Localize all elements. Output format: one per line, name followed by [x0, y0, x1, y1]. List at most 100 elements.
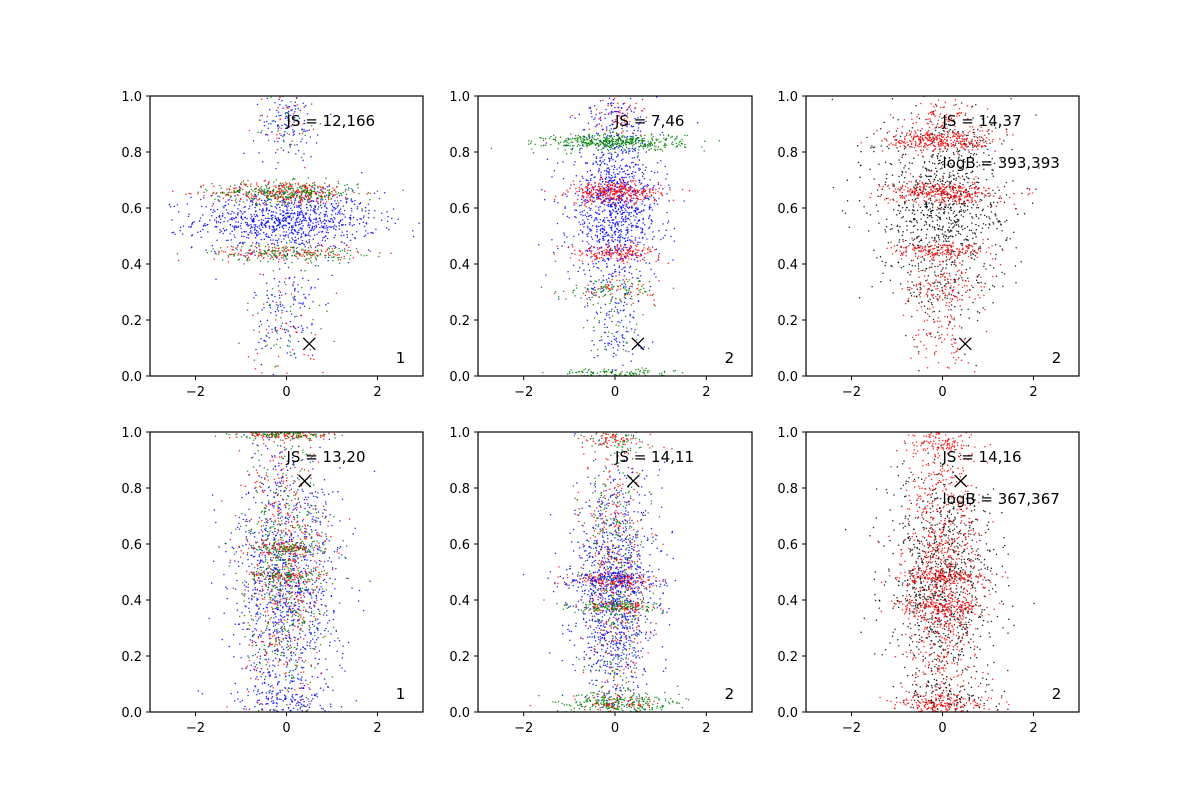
point	[268, 227, 271, 229]
point	[271, 250, 274, 253]
point	[616, 309, 619, 311]
point	[623, 176, 625, 179]
point	[292, 224, 294, 227]
point	[624, 203, 626, 205]
point	[638, 145, 641, 148]
point	[243, 230, 246, 233]
point	[631, 285, 633, 288]
point	[294, 230, 296, 232]
point	[622, 179, 625, 182]
point	[169, 206, 172, 208]
point	[317, 202, 319, 205]
point	[629, 314, 632, 317]
point	[338, 228, 340, 230]
point	[281, 184, 283, 187]
point	[611, 308, 613, 311]
point	[308, 230, 311, 232]
point	[593, 143, 595, 145]
point	[968, 151, 970, 153]
point	[267, 187, 270, 190]
y-tick-label: 0.4	[449, 258, 470, 273]
point	[605, 169, 608, 172]
point	[637, 283, 640, 286]
point	[326, 229, 328, 231]
point	[387, 215, 389, 218]
point	[290, 217, 293, 220]
point	[202, 184, 205, 186]
point	[298, 121, 300, 123]
point	[618, 137, 620, 140]
point	[329, 220, 332, 223]
point	[248, 252, 250, 254]
point	[268, 246, 270, 248]
point	[171, 232, 173, 234]
point	[640, 187, 642, 190]
point	[612, 355, 614, 358]
point	[634, 107, 636, 109]
point	[653, 142, 656, 144]
point	[246, 221, 248, 224]
point	[333, 340, 335, 343]
point	[608, 160, 611, 163]
point	[253, 329, 255, 331]
point	[222, 197, 225, 199]
point	[572, 264, 575, 267]
point	[364, 206, 367, 209]
point	[267, 123, 270, 125]
point	[338, 225, 341, 227]
point	[303, 122, 306, 125]
point	[624, 136, 626, 138]
point	[252, 251, 254, 253]
point	[280, 325, 282, 327]
point	[649, 248, 651, 251]
point	[603, 221, 606, 224]
point	[268, 225, 270, 228]
point	[637, 191, 640, 194]
point	[286, 189, 288, 192]
point	[310, 261, 313, 264]
point	[286, 372, 288, 374]
point	[618, 142, 621, 145]
point	[301, 239, 304, 242]
point	[260, 255, 263, 257]
point	[278, 114, 280, 117]
point	[231, 191, 233, 193]
point	[300, 196, 302, 199]
point	[664, 234, 666, 237]
point	[624, 374, 626, 376]
point	[229, 233, 231, 235]
point	[615, 275, 617, 277]
scatter-points	[831, 96, 1045, 376]
point	[620, 255, 623, 257]
point	[966, 172, 968, 175]
point	[584, 214, 586, 216]
point	[598, 319, 600, 322]
point	[331, 190, 333, 193]
point	[311, 253, 314, 256]
point	[618, 345, 620, 347]
point	[279, 219, 281, 221]
point	[620, 229, 622, 231]
point	[601, 154, 604, 157]
point	[263, 214, 265, 217]
point	[287, 112, 290, 114]
point	[275, 115, 278, 117]
point	[312, 200, 315, 202]
point	[599, 224, 602, 227]
point	[581, 210, 584, 213]
point	[585, 190, 587, 193]
point	[537, 243, 540, 246]
point	[642, 314, 644, 316]
point	[282, 227, 285, 230]
point	[655, 188, 657, 191]
point	[250, 199, 252, 202]
point	[291, 194, 293, 196]
point	[648, 227, 650, 230]
point	[217, 195, 219, 198]
point	[273, 229, 275, 232]
point	[312, 128, 315, 131]
point	[598, 257, 601, 259]
point	[615, 198, 618, 201]
point	[253, 188, 256, 191]
point	[269, 306, 272, 309]
